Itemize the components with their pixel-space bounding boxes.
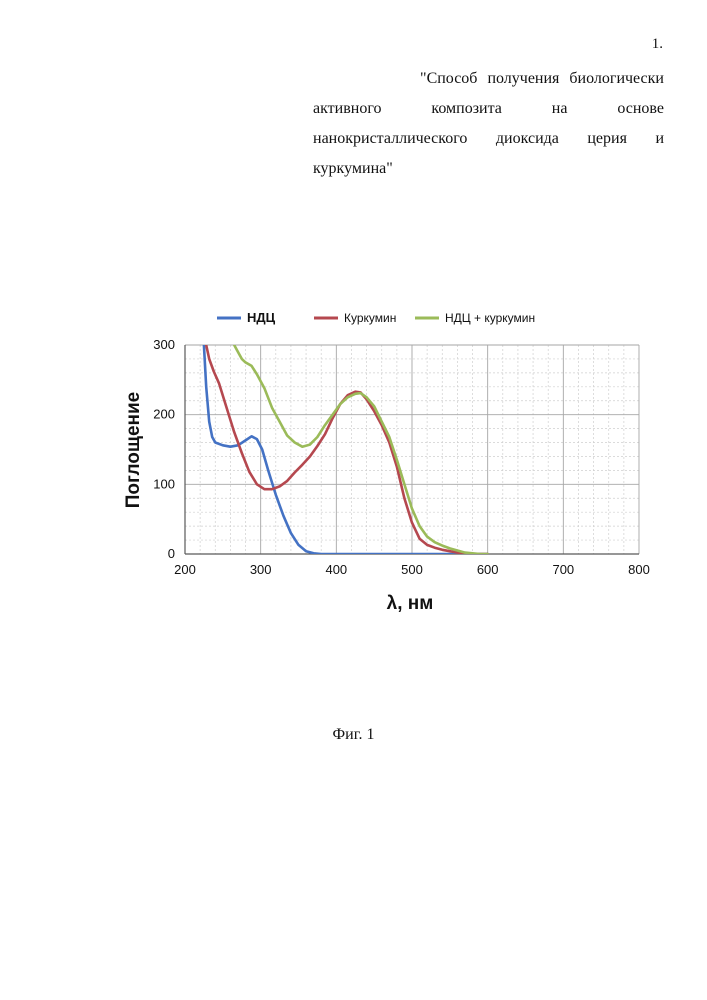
x-axis-title: λ, нм: [387, 593, 434, 614]
title-word: куркумина": [313, 154, 393, 184]
title-word: и: [655, 124, 664, 154]
legend-label: Куркумин: [344, 311, 396, 325]
title-word: нанокристаллического: [313, 124, 467, 154]
title-word: на: [552, 94, 568, 124]
title-line-3: нанокристаллического диоксида церия и: [313, 124, 664, 154]
figure-caption: Фиг. 1: [0, 726, 707, 744]
absorption-chart: 200 300 400 500 600 700 800 0 100 200 300 НДЦ Курку…: [110, 298, 670, 623]
title-word: получения: [487, 64, 559, 94]
title-word: биологически: [569, 64, 664, 94]
y-tick-label: 300: [153, 337, 175, 352]
legend: НДЦ Куркумин НДЦ + куркумин: [217, 310, 535, 325]
x-tick-label: 500: [401, 562, 423, 577]
x-tick-label: 800: [628, 562, 650, 577]
title-word: основе: [617, 94, 664, 124]
title-line-2: активного композита на основе: [313, 94, 664, 124]
y-tick-label: 0: [168, 546, 175, 561]
y-axis-title: Поглощение: [123, 392, 144, 508]
title-word: активного: [313, 94, 382, 124]
x-tick-label: 200: [174, 562, 196, 577]
y-tick-label: 100: [153, 476, 175, 491]
legend-label: НДЦ: [247, 310, 276, 325]
x-tick-label: 700: [552, 562, 574, 577]
title-word: композита: [431, 94, 502, 124]
y-tick-label: 200: [153, 407, 175, 422]
x-tick-label: 400: [325, 562, 347, 577]
patent-title: "Способ получения биологически активного…: [313, 64, 664, 184]
title-line-1: "Способ получения биологически: [313, 64, 664, 94]
title-line-4: куркумина": [313, 154, 664, 184]
legend-label: НДЦ + куркумин: [445, 311, 535, 325]
x-tick-label: 600: [477, 562, 499, 577]
title-word: диоксида: [496, 124, 559, 154]
absorption-chart-svg: 200 300 400 500 600 700 800 0 100 200 300 НДЦ Курку…: [110, 298, 670, 623]
page-number: 1.: [652, 36, 663, 53]
x-tick-label: 300: [250, 562, 272, 577]
title-word: "Способ: [420, 64, 477, 94]
title-word: церия: [587, 124, 627, 154]
